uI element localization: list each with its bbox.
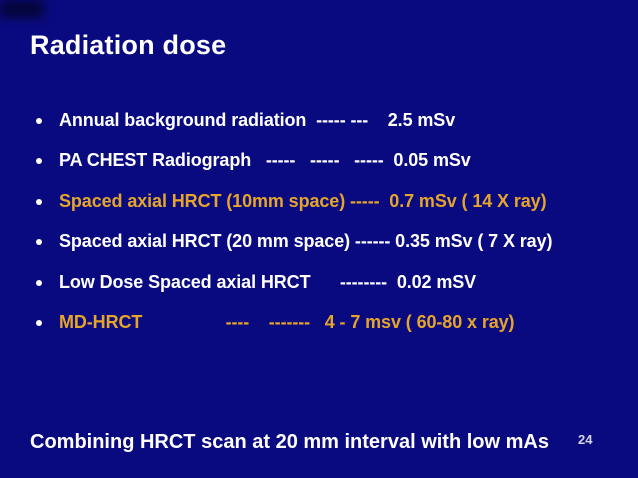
corner-shade	[0, 0, 44, 18]
conclusion-line: Combining HRCT scan at 20 mm interval wi…	[30, 431, 549, 453]
bullet-list: Annual background radiation ----- --- 2.…	[36, 100, 638, 343]
bullet-text: PA CHEST Radiograph ----- ----- ----- 0.…	[59, 150, 471, 171]
page-number: 24	[578, 432, 593, 447]
bullet-text: Annual background radiation ----- --- 2.…	[59, 109, 456, 130]
bullet-item: Annual background radiation ----- --- 2.…	[36, 100, 638, 141]
conclusion-paragraph: Combining HRCT scan at 20 mm interval wi…	[30, 371, 573, 478]
bullet-dot-icon	[36, 117, 42, 124]
bullet-dot-icon	[36, 279, 42, 286]
bullet-dot-icon	[36, 198, 42, 205]
bullet-item: MD-HRCT ---- ------- 4 - 7 msv ( 60-80 x…	[36, 303, 638, 344]
slide-title: Radiation dose	[30, 30, 227, 60]
bullet-item: Spaced axial HRCT (10mm space) ----- 0.7…	[36, 181, 638, 222]
bullet-dot-icon	[36, 158, 42, 165]
bullet-text: MD-HRCT ---- ------- 4 - 7 msv ( 60-80 x…	[59, 312, 515, 333]
bullet-text: Spaced axial HRCT (20 mm space) ------ 0…	[59, 231, 553, 252]
bullet-dot-icon	[36, 320, 42, 327]
bullet-text: Low Dose Spaced axial HRCT -------- 0.02…	[59, 271, 477, 292]
bullet-item: PA CHEST Radiograph ----- ----- ----- 0.…	[36, 141, 638, 182]
bullet-item: Low Dose Spaced axial HRCT -------- 0.02…	[36, 262, 638, 303]
bullet-text: Spaced axial HRCT (10mm space) ----- 0.7…	[59, 190, 547, 211]
bullet-dot-icon	[36, 239, 42, 246]
bullet-item: Spaced axial HRCT (20 mm space) ------ 0…	[36, 222, 638, 263]
